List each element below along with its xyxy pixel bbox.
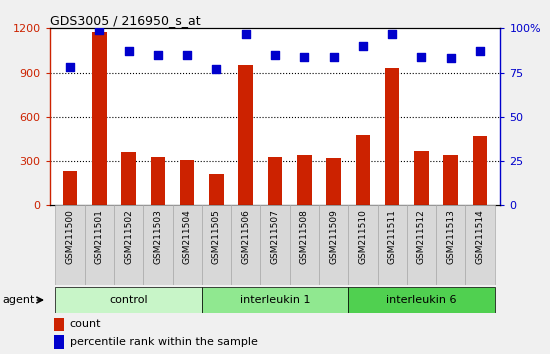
Text: GSM211512: GSM211512 <box>417 209 426 264</box>
Bar <box>63 171 78 205</box>
Text: interleukin 6: interleukin 6 <box>386 295 456 305</box>
Text: GSM211505: GSM211505 <box>212 209 221 264</box>
Point <box>183 52 191 58</box>
Bar <box>202 287 348 313</box>
Bar <box>56 287 202 313</box>
Point <box>417 54 426 59</box>
Bar <box>54 318 64 331</box>
Bar <box>151 156 165 205</box>
Point <box>271 52 279 58</box>
Bar <box>143 205 173 285</box>
Bar <box>209 175 224 205</box>
Point <box>446 56 455 61</box>
Bar <box>385 68 399 205</box>
Text: GSM211507: GSM211507 <box>271 209 279 264</box>
Bar <box>268 156 282 205</box>
Point <box>329 54 338 59</box>
Text: GDS3005 / 216950_s_at: GDS3005 / 216950_s_at <box>50 14 200 27</box>
Bar <box>472 136 487 205</box>
Text: GSM211511: GSM211511 <box>388 209 397 264</box>
Bar <box>348 287 494 313</box>
Text: percentile rank within the sample: percentile rank within the sample <box>70 337 257 347</box>
Point <box>476 48 485 54</box>
Point <box>153 52 162 58</box>
Point <box>300 54 309 59</box>
Bar <box>114 205 143 285</box>
Bar <box>348 205 377 285</box>
Bar <box>231 205 260 285</box>
Text: GSM211502: GSM211502 <box>124 209 133 264</box>
Text: count: count <box>70 319 101 329</box>
Text: GSM211506: GSM211506 <box>241 209 250 264</box>
Bar <box>436 205 465 285</box>
Text: GSM211513: GSM211513 <box>446 209 455 264</box>
Bar <box>414 151 429 205</box>
Bar <box>297 155 312 205</box>
Point <box>124 48 133 54</box>
Text: GSM211503: GSM211503 <box>153 209 162 264</box>
Point <box>95 27 104 33</box>
Point <box>212 66 221 72</box>
Bar <box>465 205 494 285</box>
Text: GSM211501: GSM211501 <box>95 209 104 264</box>
Point <box>241 31 250 36</box>
Point <box>359 43 367 49</box>
Bar <box>238 65 253 205</box>
Text: GSM211514: GSM211514 <box>476 209 485 264</box>
Bar <box>319 205 348 285</box>
Bar <box>180 160 195 205</box>
Text: GSM211508: GSM211508 <box>300 209 309 264</box>
Text: agent: agent <box>3 295 35 305</box>
Text: GSM211509: GSM211509 <box>329 209 338 264</box>
Text: control: control <box>109 295 148 305</box>
Text: GSM211510: GSM211510 <box>359 209 367 264</box>
Point <box>65 64 74 70</box>
Bar <box>355 135 370 205</box>
Text: interleukin 1: interleukin 1 <box>240 295 310 305</box>
Bar <box>121 152 136 205</box>
Bar <box>407 205 436 285</box>
Bar <box>326 158 341 205</box>
Bar <box>85 205 114 285</box>
Bar <box>443 155 458 205</box>
Text: GSM211504: GSM211504 <box>183 209 191 264</box>
Bar <box>377 205 407 285</box>
Bar <box>173 205 202 285</box>
Bar <box>92 32 107 205</box>
Text: GSM211500: GSM211500 <box>65 209 74 264</box>
Bar <box>54 335 64 349</box>
Bar <box>260 205 290 285</box>
Point <box>388 31 397 36</box>
Bar <box>290 205 319 285</box>
Bar <box>202 205 231 285</box>
Bar <box>56 205 85 285</box>
